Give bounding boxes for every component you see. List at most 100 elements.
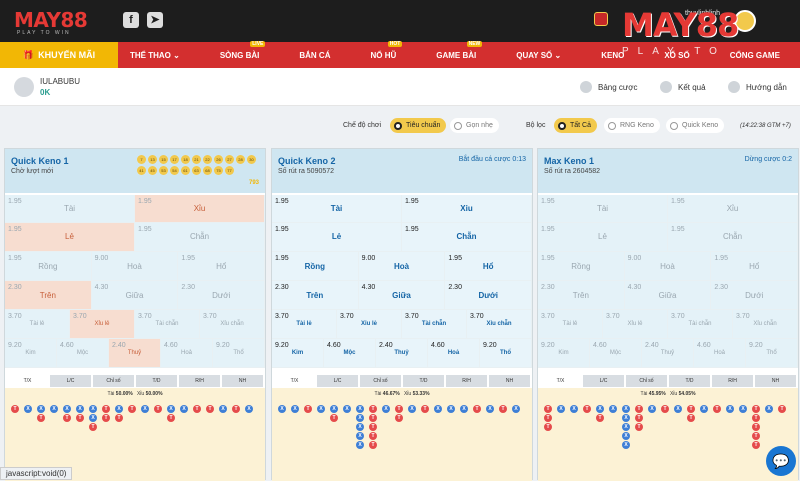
bet-option[interactable]: 3.70 Tài lẻ — [538, 310, 603, 339]
road-tab[interactable]: NH — [489, 375, 530, 387]
guide-link[interactable]: Hướng dẫn — [728, 81, 787, 93]
bet-option[interactable]: 1.95 Xỉu — [668, 195, 798, 223]
road-tab[interactable]: T/D — [136, 375, 177, 387]
bet-option[interactable]: 4.60 Mộc — [590, 339, 642, 368]
bet-option[interactable]: 4.30 Giữa — [358, 281, 446, 310]
bet-option[interactable]: 3.70 Xỉu chẵn — [467, 310, 532, 339]
road-tab[interactable]: T/X — [540, 375, 581, 387]
bet-option[interactable]: 2.30 Trên — [272, 281, 359, 310]
bet-option[interactable]: 4.60 Mộc — [57, 339, 109, 368]
bet-option[interactable]: 4.30 Giữa — [624, 281, 712, 310]
bet-option[interactable]: 9.00 Hoà — [624, 252, 712, 281]
bet-option[interactable]: 1.95 Xỉu — [402, 195, 532, 223]
bet-option[interactable]: 3.70 Tài lẻ — [272, 310, 337, 339]
nav-item[interactable]: QUAY SỐ ⌄ — [504, 42, 573, 68]
chat-icon[interactable]: 💬 — [766, 446, 796, 476]
bet-option[interactable]: 1.95 Rồng — [538, 252, 625, 281]
filter-quick-option[interactable]: Quick Keno — [666, 118, 725, 133]
bet-option[interactable]: 4.60 Hoả — [161, 339, 213, 368]
bet-option[interactable]: 2.30 Trên — [538, 281, 625, 310]
bet-option[interactable]: 2.30 Dưới — [178, 281, 266, 310]
nav-item[interactable]: SÒNG BÀI LIVE — [208, 41, 272, 68]
road-tab[interactable]: T/X — [274, 375, 315, 387]
filter-rng-option[interactable]: RNG Keno — [604, 118, 660, 133]
nav-item[interactable]: NỔ HŨ HOT — [358, 41, 408, 68]
panel-title[interactable]: Quick Keno 1 — [11, 156, 69, 166]
bet-option[interactable]: 4.60 Hoả — [694, 339, 746, 368]
bet-option[interactable]: 1.95 Lẻ — [272, 223, 402, 252]
road-tab[interactable]: R/H — [712, 375, 753, 387]
bet-option[interactable]: 1.95 Chẵn — [668, 223, 798, 252]
road-tab[interactable]: Chỉ số — [93, 375, 134, 387]
road-tab[interactable]: T/D — [669, 375, 710, 387]
bet-option[interactable]: 1.95 Rồng — [5, 252, 92, 281]
bet-option[interactable]: 1.95 Chẵn — [402, 223, 532, 252]
road-tab[interactable]: NH — [755, 375, 796, 387]
road-tab[interactable]: L/C — [317, 375, 358, 387]
bet-option[interactable]: 3.70 Tài chẵn — [402, 310, 467, 339]
bet-option[interactable]: 3.70 Tài chẵn — [135, 310, 200, 339]
bet-option[interactable]: 1.95 Tài — [272, 195, 402, 223]
top-avatar[interactable] — [734, 10, 756, 32]
bet-option[interactable]: 9.20 Kim — [538, 339, 590, 368]
nav-item[interactable]: THỂ THAO ⌄ — [118, 42, 192, 68]
bet-option[interactable]: 1.95 Lẻ — [538, 223, 668, 252]
bet-option[interactable]: 9.20 Thổ — [480, 339, 532, 368]
site-logo[interactable]: MAY88 — [14, 8, 88, 32]
bet-option[interactable]: 1.95 Chẵn — [135, 223, 265, 252]
top-username[interactable]: thuylinhlinh — [685, 10, 721, 17]
bet-option[interactable]: 1.95 Rồng — [272, 252, 359, 281]
panel-title[interactable]: Max Keno 1 — [544, 156, 595, 166]
bet-option[interactable]: 9.20 Kim — [5, 339, 57, 368]
facebook-icon[interactable]: f — [123, 12, 139, 28]
bet-option[interactable]: 9.20 Kim — [272, 339, 324, 368]
filter-all-option[interactable]: Tất Cả — [554, 118, 598, 133]
mode-compact-option[interactable]: Gọn nhẹ — [450, 118, 499, 133]
gift-icon[interactable] — [594, 12, 608, 26]
nav-item[interactable]: GAME BÀI NEW — [424, 41, 488, 68]
road-tab[interactable]: L/C — [50, 375, 91, 387]
bet-option[interactable]: 3.70 Xỉu chẵn — [200, 310, 265, 339]
bet-option[interactable]: 1.95 Lẻ — [5, 223, 135, 252]
road-tab[interactable]: T/D — [403, 375, 444, 387]
nav-item[interactable]: KENO — [589, 42, 636, 68]
bet-option[interactable]: 1.95 Hổ — [711, 252, 799, 281]
nav-item[interactable]: BẮN CÁ — [287, 42, 342, 68]
bet-option[interactable]: 2.30 Trên — [5, 281, 92, 310]
road-tab[interactable]: NH — [222, 375, 263, 387]
bet-option[interactable]: 9.00 Hoà — [358, 252, 446, 281]
bet-option[interactable]: 1.95 Tài — [538, 195, 668, 223]
bet-option[interactable]: 2.30 Dưới — [711, 281, 799, 310]
bet-option[interactable]: 9.00 Hoà — [91, 252, 179, 281]
bet-history-link[interactable]: Bảng cược — [580, 81, 638, 93]
bet-option[interactable]: 1.95 Tài — [5, 195, 135, 223]
road-tab[interactable]: T/X — [7, 375, 48, 387]
bet-option[interactable]: 4.30 Giữa — [91, 281, 179, 310]
mode-standard-option[interactable]: Tiêu chuẩn — [390, 118, 447, 133]
bet-option[interactable]: 9.20 Thổ — [213, 339, 265, 368]
bet-option[interactable]: 3.70 Xỉu chẵn — [733, 310, 798, 339]
nav-item[interactable]: CỔNG GAME — [718, 42, 792, 68]
bet-option[interactable]: 1.95 Hổ — [178, 252, 266, 281]
bet-option[interactable]: 1.95 Hổ — [445, 252, 533, 281]
road-tab[interactable]: Chỉ số — [626, 375, 667, 387]
telegram-icon[interactable]: ➤ — [147, 12, 163, 28]
results-link[interactable]: Kết quả — [660, 81, 706, 93]
promo-button[interactable]: 🎁 KHUYẾN MÃI — [0, 42, 118, 68]
bet-option[interactable]: 4.60 Mộc — [324, 339, 376, 368]
bet-option[interactable]: 3.70 Tài chẵn — [668, 310, 733, 339]
bet-option[interactable]: 2.40 Thuỷ — [376, 339, 428, 368]
bet-option[interactable]: 3.70 Tài lẻ — [5, 310, 70, 339]
bet-option[interactable]: 9.20 Thổ — [746, 339, 798, 368]
bet-option[interactable]: 2.40 Thuỷ — [642, 339, 694, 368]
bet-option[interactable]: 2.40 Thuỷ — [109, 339, 161, 368]
bet-option[interactable]: 1.95 Xỉu — [135, 195, 265, 223]
road-tab[interactable]: L/C — [583, 375, 624, 387]
bet-option[interactable]: 3.70 Xỉu lẻ — [70, 310, 135, 339]
nav-item[interactable]: XỔ SỐ — [652, 42, 701, 68]
bet-option[interactable]: 3.70 Xỉu lẻ — [337, 310, 402, 339]
bet-option[interactable]: 2.30 Dưới — [445, 281, 533, 310]
bet-option[interactable]: 3.70 Xỉu lẻ — [603, 310, 668, 339]
road-tab[interactable]: R/H — [446, 375, 487, 387]
panel-title[interactable]: Quick Keno 2 — [278, 156, 336, 166]
